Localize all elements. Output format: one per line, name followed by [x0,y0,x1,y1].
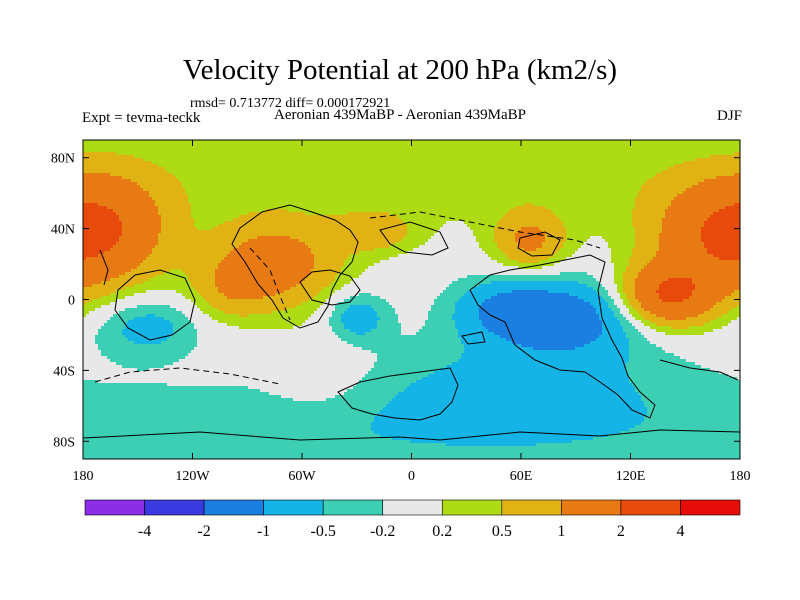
chart: 180 120W 60W 0 60E 120E 18080N40N040S80S -4 -2-… [0,0,800,600]
field-layer [83,140,741,462]
